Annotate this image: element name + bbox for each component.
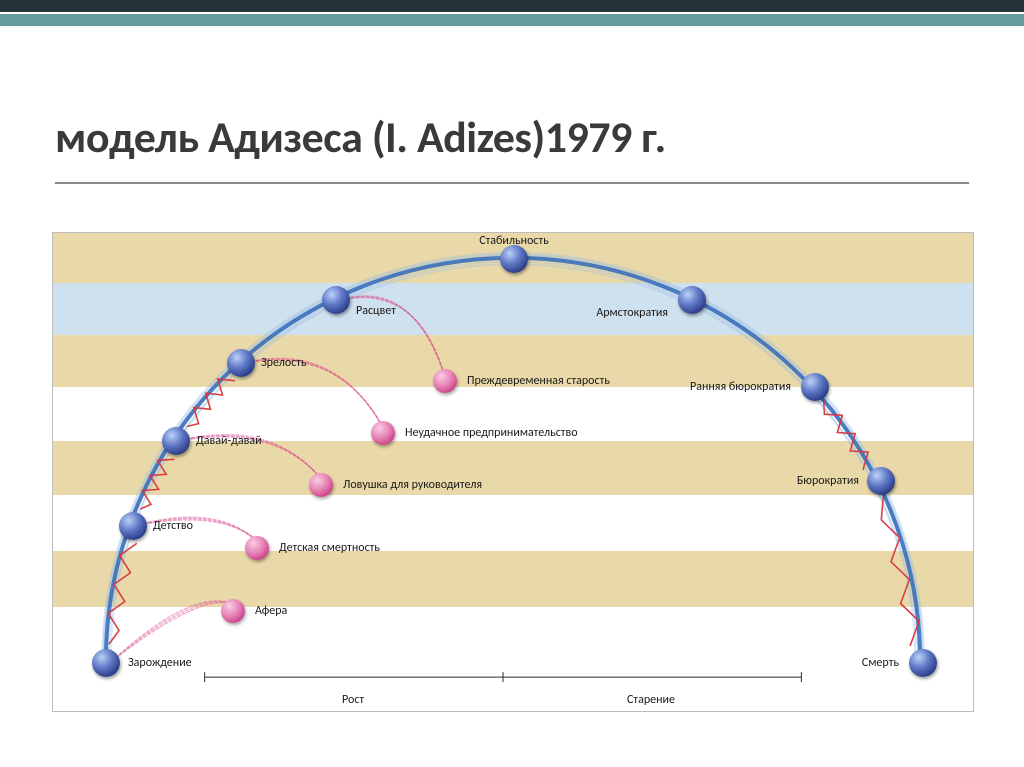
background-band bbox=[53, 551, 973, 607]
problem-label: Детская смертность bbox=[279, 541, 380, 555]
stage-node bbox=[801, 373, 829, 401]
stage-node bbox=[909, 649, 937, 677]
stage-node bbox=[162, 427, 190, 455]
background-band bbox=[53, 283, 973, 335]
stage-label: Давай-давай bbox=[196, 434, 262, 448]
problem-label: Преждевременная старость bbox=[467, 374, 610, 388]
stage-label: Армстократия bbox=[596, 306, 668, 320]
stage-node bbox=[322, 286, 350, 314]
stage-node bbox=[500, 245, 528, 273]
header-stripe-teal bbox=[0, 14, 1024, 26]
stage-node bbox=[678, 286, 706, 314]
problem-label: Афера bbox=[255, 604, 287, 618]
axis-label-growth: Рост bbox=[342, 693, 364, 707]
stage-node bbox=[227, 349, 255, 377]
stage-node bbox=[867, 467, 895, 495]
stage-label: Зрелость bbox=[261, 356, 307, 370]
problem-label: Ловушка для руководителя bbox=[343, 478, 482, 492]
title-area: модель Адизеса (I. Adizes)1979 г. bbox=[55, 110, 969, 184]
lifecycle-diagram: Зарождение Детство Давай-давай Зрелость Расц… bbox=[52, 232, 974, 712]
title-underline bbox=[55, 182, 969, 184]
stage-node bbox=[119, 512, 147, 540]
stage-label: Смерть bbox=[862, 656, 899, 670]
stage-label: Расцвет bbox=[356, 304, 396, 318]
problem-node bbox=[309, 473, 333, 497]
stage-label: Бюрократия bbox=[797, 474, 859, 488]
problem-label: Неудачное предпринимательство bbox=[405, 426, 578, 440]
problem-node bbox=[371, 421, 395, 445]
stage-label: Детство bbox=[153, 519, 193, 533]
stage-label: Стабильность bbox=[479, 234, 549, 248]
stage-label: Ранняя бюрократия bbox=[690, 380, 791, 394]
page-title: модель Адизеса (I. Adizes)1979 г. bbox=[55, 110, 969, 164]
axis-label-aging: Старение bbox=[627, 693, 675, 707]
stage-node bbox=[92, 649, 120, 677]
problem-node bbox=[433, 369, 457, 393]
header-stripe-dark bbox=[0, 0, 1024, 12]
stage-label: Зарождение bbox=[128, 656, 192, 670]
problem-node bbox=[245, 536, 269, 560]
problem-node bbox=[221, 599, 245, 623]
